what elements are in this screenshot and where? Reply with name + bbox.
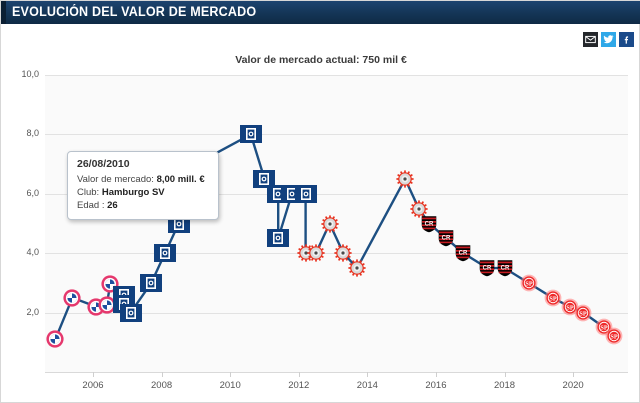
tooltip-age-row: Edad : 26 xyxy=(77,199,209,212)
x-axis-tick-label: 2006 xyxy=(82,380,104,391)
datapoint-marker-saopaulo-logo-icon[interactable]: SP xyxy=(603,327,625,345)
datapoint-marker-corinthians-logo-icon[interactable] xyxy=(305,244,327,262)
tooltip-club: Hamburgo SV xyxy=(101,187,165,198)
y-axis-tick-label: 8,0 xyxy=(26,128,39,139)
svg-text:CR: CR xyxy=(442,236,451,242)
tooltip-club-label: Club: xyxy=(77,187,100,198)
tooltip-date: 26/08/2010 xyxy=(77,158,130,170)
datapoint-marker-corinthians-logo-icon[interactable] xyxy=(394,170,416,188)
x-axis-tick-label: 2012 xyxy=(288,380,310,391)
datapoint-marker-bayern-logo-icon[interactable] xyxy=(61,289,83,307)
svg-text:SP: SP xyxy=(611,334,618,341)
datapoint-marker-corinthians-logo-icon[interactable] xyxy=(346,259,368,277)
x-axis-tick xyxy=(230,372,232,377)
svg-text:CR: CR xyxy=(425,221,434,227)
datapoint-marker-hsv-logo-icon[interactable] xyxy=(239,125,262,144)
datapoint-marker-saopaulo-logo-icon[interactable]: SP xyxy=(572,304,594,322)
x-axis-tick-label: 2010 xyxy=(219,380,241,391)
svg-text:SP: SP xyxy=(580,310,587,317)
svg-text:CR: CR xyxy=(459,251,468,257)
x-axis-tick xyxy=(161,372,163,377)
gridline xyxy=(45,134,628,136)
x-axis-tick xyxy=(504,372,506,377)
current-market-value-subtitle: Valor de mercado actual: 750 mil € xyxy=(235,54,407,66)
datapoint-marker-bayern-logo-icon[interactable] xyxy=(44,330,66,348)
y-axis-tick-label: 6,0 xyxy=(26,187,39,198)
datapoint-marker-hsv-logo-icon[interactable] xyxy=(154,244,177,263)
svg-text:CR: CR xyxy=(483,266,492,272)
x-axis-tick xyxy=(435,372,437,377)
tooltip-value-row: Valor de mercado: 8,00 mill. € xyxy=(77,173,209,186)
svg-text:CR: CR xyxy=(500,266,509,272)
x-axis-tick-label: 2020 xyxy=(562,380,584,391)
widget-header: EVOLUCIÓN DEL VALOR DE MERCADO xyxy=(1,1,640,24)
tooltip-value: 8,00 mill. € xyxy=(156,174,205,185)
datapoint-marker-saopaulo-logo-icon[interactable]: SP xyxy=(518,274,540,292)
tooltip-age-label: Edad : xyxy=(77,200,105,211)
market-value-chart: CR CR CR CR CR SP SP SP SP SP SP 10,0 8,0 6,0 4,0 2,0 2… xyxy=(1,67,640,391)
tooltip-value-label: Valor de mercado: xyxy=(77,174,154,185)
x-axis-tick xyxy=(298,372,300,377)
page-title: EVOLUCIÓN DEL VALOR DE MERCADO xyxy=(12,4,257,19)
datapoint-marker-hsv-logo-icon[interactable] xyxy=(140,273,163,292)
x-axis-tick-label: 2016 xyxy=(425,380,447,391)
gridline xyxy=(45,75,628,76)
x-axis-tick xyxy=(367,372,369,377)
y-axis-tick-label: 4,0 xyxy=(26,247,39,258)
y-axis-tick-label: 2,0 xyxy=(26,306,39,317)
x-axis-tick xyxy=(573,372,575,377)
social-share-group xyxy=(583,32,634,47)
datapoint-tooltip: 26/08/2010 Valor de mercado: 8,00 mill. … xyxy=(67,151,219,220)
facebook-share-icon[interactable] xyxy=(619,32,634,47)
x-axis-tick-label: 2014 xyxy=(356,380,378,391)
datapoint-marker-corinthians-logo-icon[interactable] xyxy=(319,214,341,233)
datapoint-marker-flamengo-logo-icon[interactable]: CR xyxy=(452,244,474,262)
tooltip-club-row: Club: Hamburgo SV xyxy=(77,186,209,199)
svg-text:SP: SP xyxy=(525,280,532,287)
email-share-icon[interactable] xyxy=(583,32,598,47)
x-axis-line xyxy=(45,372,628,373)
x-axis-tick-label: 2018 xyxy=(493,380,516,391)
twitter-share-icon[interactable] xyxy=(601,32,616,47)
svg-text:SP: SP xyxy=(549,295,556,302)
y-axis-tick-label: 10,0 xyxy=(21,69,39,79)
datapoint-marker-hsv-logo-icon[interactable] xyxy=(267,229,290,248)
x-axis-tick xyxy=(93,372,94,377)
datapoint-marker-hsv-logo-icon[interactable] xyxy=(119,303,142,322)
datapoint-marker-hsv-logo-icon[interactable] xyxy=(294,184,317,203)
datapoint-marker-flamengo-logo-icon[interactable]: CR xyxy=(494,259,516,277)
tooltip-age: 26 xyxy=(107,200,118,211)
x-axis-tick-label: 2008 xyxy=(151,380,173,391)
